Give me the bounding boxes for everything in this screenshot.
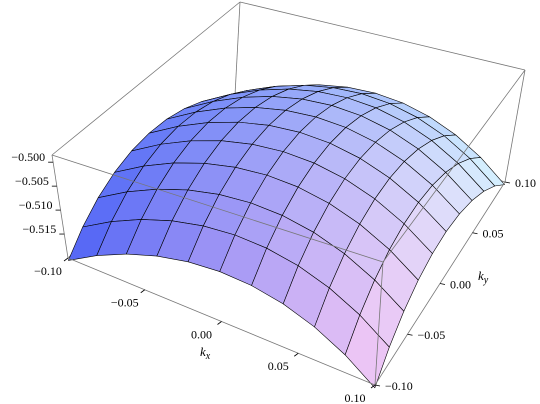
box-edge (51, 154, 69, 259)
tick-label: 0.10 (515, 176, 536, 190)
box-edge (374, 261, 384, 386)
tick-mark (374, 384, 381, 387)
y-axis-label: ky (478, 268, 489, 286)
tick-label: 0.05 (483, 227, 504, 241)
box-edge (504, 69, 526, 183)
surface-patch (344, 314, 390, 389)
x-axis-label: kx (200, 344, 211, 362)
tick-mark (472, 232, 478, 235)
tick-label: −0.05 (418, 328, 446, 342)
box-edge (51, 1, 241, 156)
tick-label: 0.05 (268, 359, 289, 373)
tick-mark (294, 352, 299, 357)
tick-label: 0.10 (345, 391, 366, 404)
tick-label: 0.00 (450, 277, 471, 291)
tick-label: 0.00 (191, 327, 212, 341)
tick-label: −0.500 (11, 150, 45, 164)
box-edge (51, 154, 384, 263)
tick-label: −0.515 (22, 222, 56, 236)
tick-label: −0.10 (385, 379, 413, 393)
tick-mark (504, 181, 511, 184)
tick-mark (370, 384, 376, 389)
tick-label: −0.05 (111, 296, 139, 310)
box-edge (382, 69, 526, 263)
tick-mark (63, 257, 69, 262)
tick-mark (407, 333, 413, 336)
tick-label: −0.510 (19, 198, 53, 212)
tick-mark (140, 289, 145, 294)
tick-label: −0.505 (15, 174, 49, 188)
tick-label: −0.10 (34, 264, 62, 278)
box-edge (239, 1, 526, 71)
tick-mark (217, 321, 222, 325)
box-edge (234, 1, 241, 96)
tick-mark (439, 283, 446, 285)
